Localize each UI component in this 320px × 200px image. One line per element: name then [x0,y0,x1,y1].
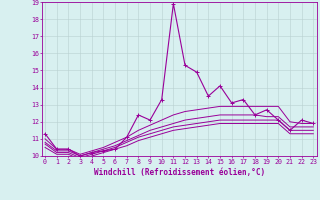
X-axis label: Windchill (Refroidissement éolien,°C): Windchill (Refroidissement éolien,°C) [94,168,265,177]
